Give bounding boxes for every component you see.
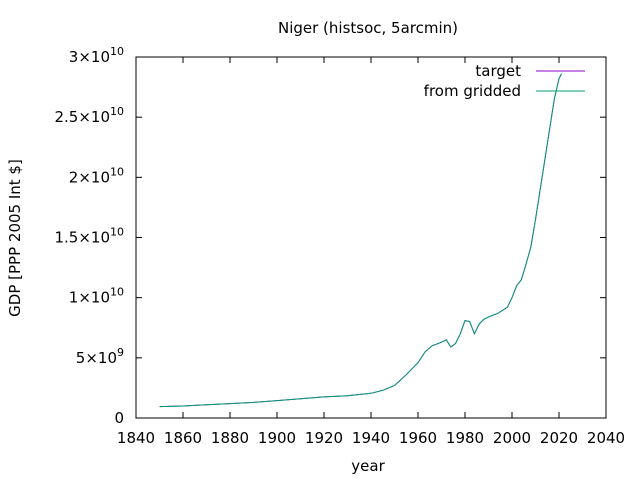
x-axis-label: year xyxy=(351,457,385,475)
series-line-from-gridded xyxy=(159,73,562,408)
y-tick-mantissa: 1.5×10 xyxy=(54,229,110,247)
x-tick-label: 2000 xyxy=(493,429,531,447)
y-tick-exponent: 9 xyxy=(117,346,124,359)
legend: target from gridded xyxy=(424,62,585,100)
series-layer xyxy=(159,73,562,408)
legend-label: from gridded xyxy=(424,82,521,100)
x-tick-label: 1960 xyxy=(399,429,437,447)
y-tick-mantissa: 2.5×10 xyxy=(54,108,110,126)
x-tick-label: 2020 xyxy=(540,429,578,447)
x-axis: 1840 1860 1880 1900 1920 1940 1960 1980 2000 2020… xyxy=(117,57,625,447)
y-tick-mantissa: 0 xyxy=(114,409,124,427)
x-tick-label: 1880 xyxy=(211,429,249,447)
x-tick-label: 1940 xyxy=(352,429,390,447)
x-tick-label: 2040 xyxy=(587,429,625,447)
x-tick-label: 1900 xyxy=(258,429,296,447)
y-tick-exponent: 10 xyxy=(110,226,124,239)
y-tick-exponent: 10 xyxy=(110,45,124,58)
y-tick-exponent: 10 xyxy=(110,105,124,118)
x-tick-label: 1860 xyxy=(164,429,202,447)
y-tick-label: 1×1010 xyxy=(69,286,124,307)
y-tick-label: 2×1010 xyxy=(69,165,124,186)
series-line-target xyxy=(159,73,562,408)
y-tick-label: 1.5×1010 xyxy=(54,226,124,247)
y-tick-mantissa: 3×10 xyxy=(69,48,110,66)
y-tick-mantissa: 5×10 xyxy=(76,349,117,367)
chart-title: Niger (histsoc, 5arcmin) xyxy=(278,19,458,37)
y-tick-label: 5×109 xyxy=(76,346,124,367)
y-tick-label: 3×1010 xyxy=(69,45,124,66)
y-axis-label: GDP [PPP 2005 Int $] xyxy=(6,159,24,317)
y-tick-exponent: 10 xyxy=(110,286,124,299)
y-tick-exponent: 10 xyxy=(110,165,124,178)
y-tick-label: 2.5×1010 xyxy=(54,105,124,126)
y-tick-label: 0 xyxy=(114,409,124,427)
x-tick-label: 1840 xyxy=(117,429,155,447)
y-tick-mantissa: 2×10 xyxy=(69,168,110,186)
x-tick-label: 1980 xyxy=(446,429,484,447)
legend-label: target xyxy=(475,62,521,80)
plot-frame xyxy=(135,56,607,419)
y-tick-mantissa: 1×10 xyxy=(69,289,110,307)
x-tick-label: 1920 xyxy=(305,429,343,447)
